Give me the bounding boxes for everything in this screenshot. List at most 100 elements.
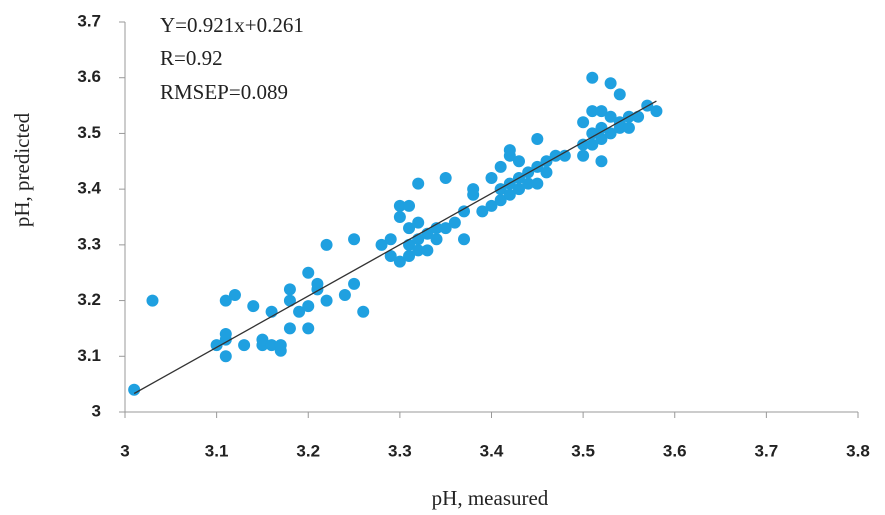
annotation: RMSEP=0.089 xyxy=(160,80,288,104)
point xyxy=(586,71,599,84)
point xyxy=(577,116,590,129)
point xyxy=(586,127,599,140)
point xyxy=(522,177,535,190)
point xyxy=(439,222,452,235)
point xyxy=(393,255,406,268)
x-tick-label: 3.7 xyxy=(755,441,779,460)
y-axis-title: pH, predicted xyxy=(10,112,34,227)
point xyxy=(384,250,397,262)
x-tick-label: 3.4 xyxy=(480,441,504,460)
point xyxy=(439,172,452,184)
point xyxy=(302,300,315,313)
x-tick-label: 3 xyxy=(120,441,129,460)
point xyxy=(393,211,406,223)
trendline xyxy=(133,100,657,395)
point xyxy=(293,305,306,318)
x-axis-title: pH, measured xyxy=(432,486,549,510)
x-tick-label: 3.5 xyxy=(571,441,595,460)
point xyxy=(403,250,416,262)
point xyxy=(146,294,159,307)
point xyxy=(577,138,590,151)
point xyxy=(540,166,553,179)
y-tick-label: 3.5 xyxy=(77,123,101,142)
point xyxy=(320,294,333,307)
point xyxy=(348,233,361,246)
point xyxy=(412,177,425,190)
point xyxy=(247,300,260,313)
point xyxy=(503,188,516,201)
point xyxy=(467,183,480,196)
point xyxy=(622,121,635,134)
point xyxy=(348,277,361,290)
point xyxy=(412,216,425,229)
point xyxy=(558,149,571,162)
point xyxy=(512,183,525,196)
point xyxy=(632,110,645,123)
point xyxy=(283,322,296,335)
point xyxy=(357,305,370,318)
y-tick-label: 3.3 xyxy=(77,234,101,253)
point xyxy=(283,283,296,296)
point xyxy=(604,127,617,140)
point xyxy=(219,328,232,340)
point xyxy=(531,133,544,145)
point xyxy=(421,244,434,257)
point xyxy=(458,233,471,246)
point xyxy=(595,133,608,145)
y-tick-label: 3.7 xyxy=(77,11,101,30)
point xyxy=(265,339,278,352)
y-tick-label: 3.4 xyxy=(77,179,101,198)
point xyxy=(485,172,498,184)
point xyxy=(403,222,416,235)
point xyxy=(210,339,223,352)
point xyxy=(503,144,516,157)
point xyxy=(650,105,663,118)
point xyxy=(302,266,315,279)
point xyxy=(302,322,315,335)
point xyxy=(393,199,406,212)
x-tick-label: 3.2 xyxy=(296,441,320,460)
point xyxy=(283,294,296,307)
y-tick-label: 3 xyxy=(92,401,101,420)
point xyxy=(595,105,608,118)
annotation: R=0.92 xyxy=(160,46,223,70)
point xyxy=(586,105,599,118)
point xyxy=(384,233,397,246)
point xyxy=(238,339,251,352)
y-tick-label: 3.2 xyxy=(77,290,101,309)
point xyxy=(613,88,626,101)
y-tick-label: 3.6 xyxy=(77,67,101,86)
point xyxy=(228,289,241,301)
point xyxy=(494,194,507,207)
point xyxy=(494,160,507,173)
point xyxy=(311,277,324,290)
point xyxy=(403,199,416,212)
point xyxy=(476,205,489,218)
point xyxy=(219,294,232,307)
point xyxy=(128,383,141,396)
point xyxy=(256,333,269,346)
annotation: Y=0.921x+0.261 xyxy=(160,13,304,37)
point xyxy=(531,177,544,190)
x-tick-label: 3.1 xyxy=(205,441,229,460)
x-tick-label: 3.6 xyxy=(663,441,687,460)
point xyxy=(604,77,617,90)
point xyxy=(485,199,498,212)
x-tick-label: 3.3 xyxy=(388,441,412,460)
point xyxy=(577,149,590,162)
point xyxy=(458,205,471,218)
point xyxy=(320,238,333,251)
point xyxy=(512,155,525,168)
point xyxy=(430,233,443,246)
point xyxy=(219,350,232,363)
point xyxy=(604,110,617,123)
point xyxy=(274,339,287,352)
point xyxy=(375,238,388,251)
x-tick-label: 3.8 xyxy=(846,441,870,460)
point xyxy=(448,216,461,229)
point xyxy=(586,138,599,151)
point xyxy=(412,244,425,257)
y-tick-label: 3.1 xyxy=(77,346,101,365)
